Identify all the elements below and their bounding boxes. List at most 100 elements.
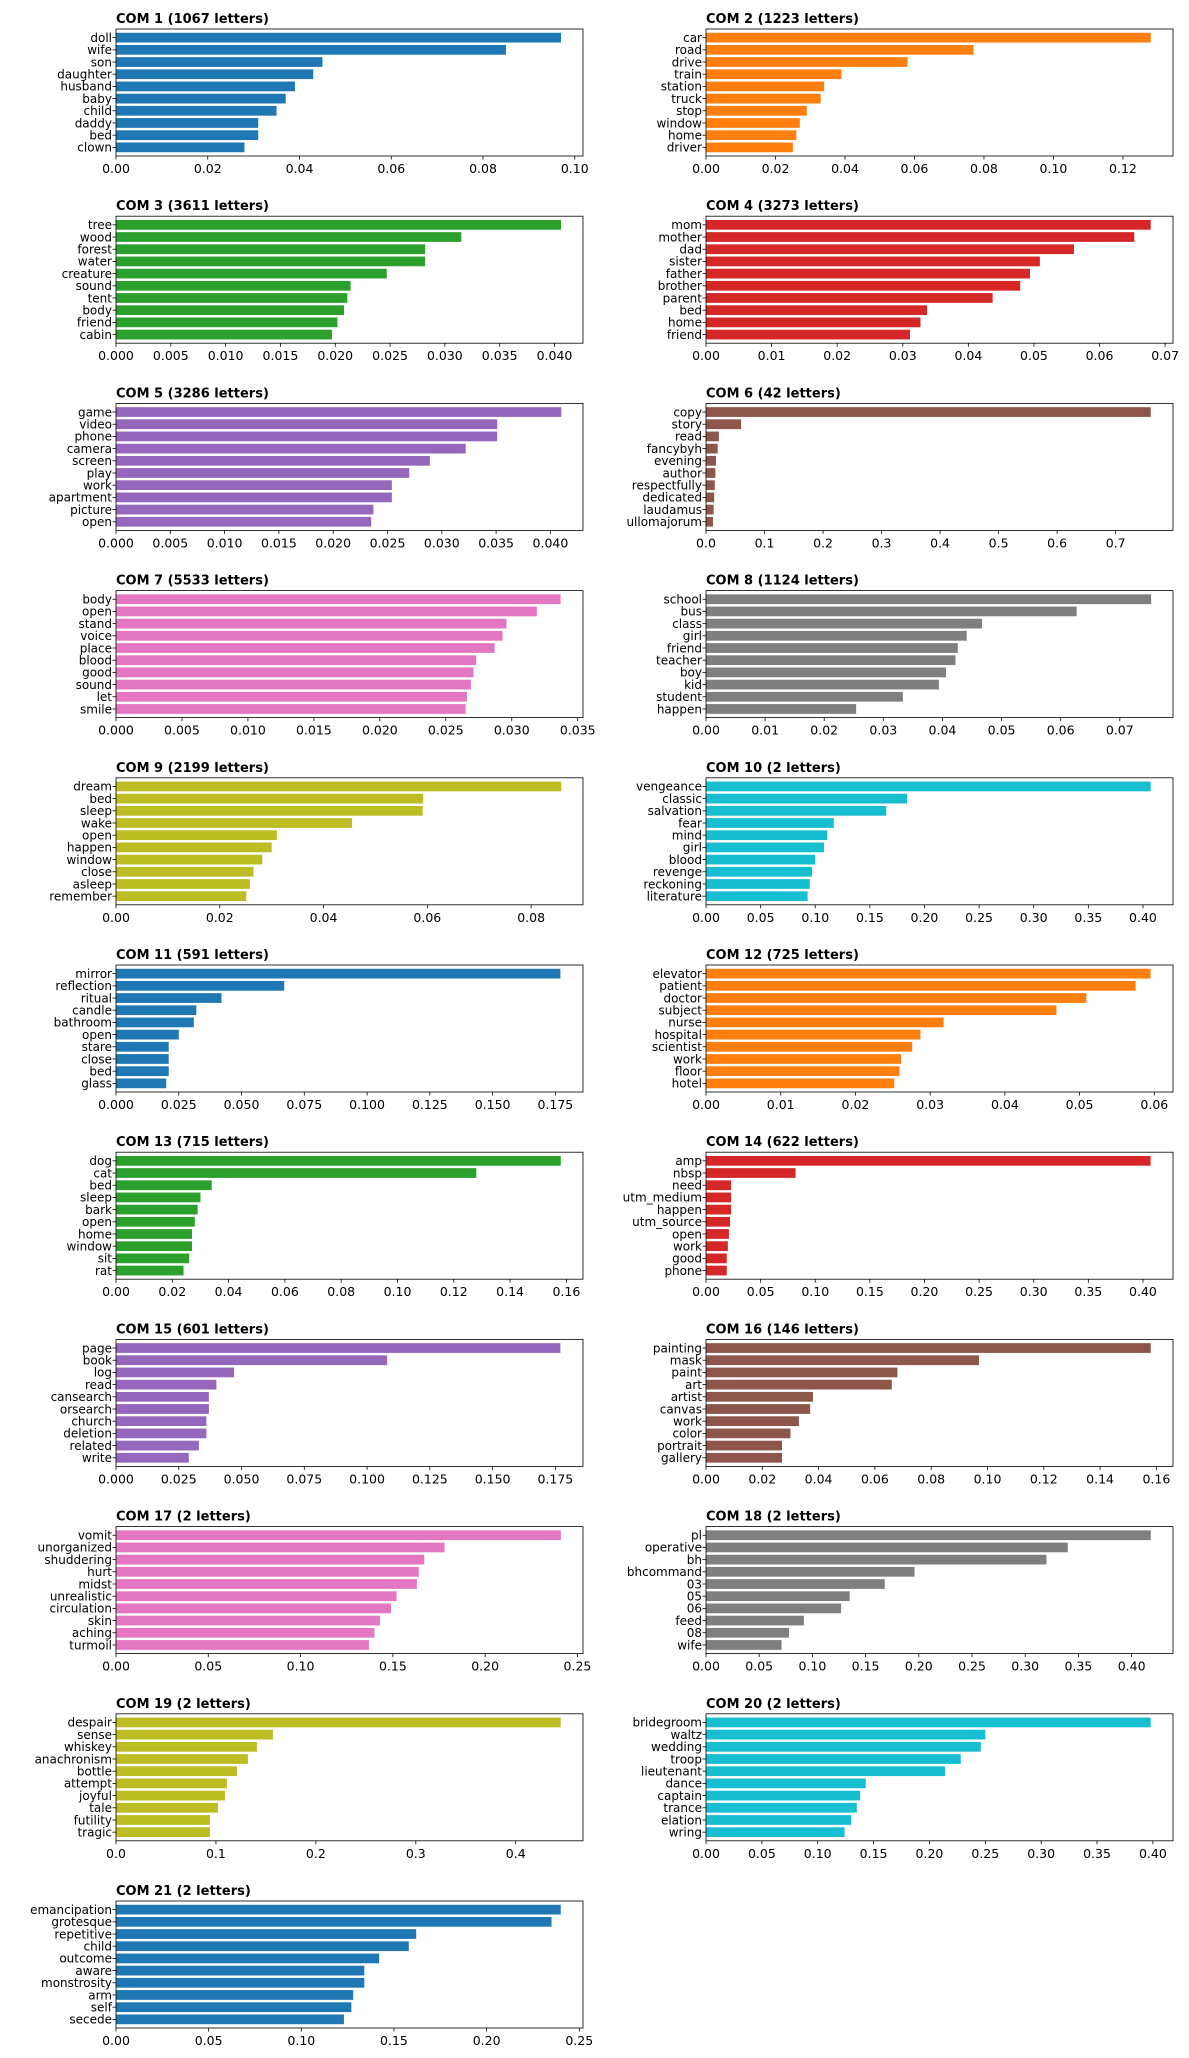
bar bbox=[116, 305, 345, 316]
category-label: copy bbox=[673, 405, 702, 419]
x-tick-label: 0.06 bbox=[413, 910, 441, 925]
category-label: dog bbox=[89, 1154, 112, 1168]
x-tick-label: 0.00 bbox=[692, 910, 720, 925]
category-label: phone bbox=[664, 1264, 702, 1278]
category-label: bed bbox=[89, 1064, 112, 1078]
x-tick-label: 0.20 bbox=[911, 1284, 939, 1299]
bar bbox=[116, 431, 498, 442]
category-label: mom bbox=[671, 218, 702, 232]
x-tick-label: 0.15 bbox=[380, 2033, 408, 2048]
category-label: video bbox=[79, 418, 112, 432]
category-label: water bbox=[78, 255, 112, 269]
bar bbox=[116, 1355, 388, 1366]
x-tick-label: 0.00 bbox=[692, 348, 720, 363]
category-label: need bbox=[672, 1179, 702, 1193]
category-label: window bbox=[66, 1239, 112, 1253]
category-label: student bbox=[656, 690, 702, 704]
x-tick-label: 0.2 bbox=[813, 535, 833, 550]
bar bbox=[706, 1241, 728, 1252]
bar bbox=[706, 1627, 789, 1638]
x-tick-label: 0.03 bbox=[869, 723, 897, 738]
category-label: daughter bbox=[57, 68, 112, 82]
bar bbox=[706, 1379, 892, 1390]
bar bbox=[116, 1440, 199, 1451]
category-label: monstrosity bbox=[41, 1976, 112, 1990]
x-tick-label: 0.20 bbox=[911, 910, 939, 925]
x-tick-label: 0.030 bbox=[427, 348, 463, 363]
bar bbox=[116, 1343, 561, 1353]
bar bbox=[706, 1542, 1068, 1553]
bar bbox=[706, 980, 1136, 991]
bar bbox=[116, 1404, 209, 1414]
category-label: tree bbox=[88, 218, 112, 232]
x-tick-label: 0.06 bbox=[377, 161, 405, 176]
category-label: close bbox=[81, 865, 112, 879]
x-tick-label: 0.040 bbox=[537, 348, 573, 363]
bar bbox=[706, 968, 1151, 979]
x-tick-label: 0.175 bbox=[537, 1471, 573, 1486]
category-label: fear bbox=[678, 816, 702, 830]
x-tick-label: 0.40 bbox=[1129, 1284, 1157, 1299]
x-tick-label: 0.02 bbox=[823, 348, 851, 363]
category-label: respectfully bbox=[632, 478, 702, 492]
bar bbox=[116, 1192, 201, 1203]
category-label: doll bbox=[90, 31, 112, 45]
chart-title: COM 21 (2 letters) bbox=[116, 1884, 251, 1899]
x-tick-label: 0.08 bbox=[970, 161, 998, 176]
x-tick-label: 0.40 bbox=[1118, 1659, 1146, 1674]
category-label: girl bbox=[683, 841, 702, 855]
category-label: revenge bbox=[653, 865, 702, 879]
x-tick-label: 0.10 bbox=[287, 2033, 315, 2048]
category-label: tent bbox=[88, 291, 113, 305]
bar bbox=[116, 455, 430, 466]
bar bbox=[706, 1717, 1151, 1728]
bar bbox=[706, 667, 947, 678]
x-tick-label: 0.2 bbox=[306, 1846, 326, 1861]
x-tick-label: 0.02 bbox=[748, 1471, 776, 1486]
bar bbox=[706, 504, 714, 515]
category-label: work bbox=[83, 478, 112, 492]
x-tick-label: 0.05 bbox=[747, 1284, 775, 1299]
category-label: happen bbox=[67, 841, 112, 855]
category-label: cabin bbox=[79, 328, 112, 342]
bar bbox=[706, 805, 887, 816]
x-tick-label: 0.02 bbox=[206, 910, 234, 925]
bar bbox=[706, 516, 714, 527]
bar bbox=[706, 1566, 915, 1577]
bar bbox=[116, 1428, 207, 1439]
category-label: patient bbox=[659, 979, 702, 993]
bar bbox=[116, 594, 561, 605]
x-tick-label: 0.35 bbox=[1083, 1846, 1111, 1861]
category-label: bhcommand bbox=[627, 1565, 702, 1579]
category-label: window bbox=[656, 116, 702, 130]
x-tick-label: 0.30 bbox=[1011, 1659, 1039, 1674]
category-label: friend bbox=[667, 641, 702, 655]
category-label: author bbox=[662, 466, 702, 480]
bar bbox=[116, 81, 295, 92]
category-label: dance bbox=[665, 1777, 702, 1791]
x-tick-label: 0.020 bbox=[315, 535, 351, 550]
x-tick-label: 0.10 bbox=[384, 1284, 412, 1299]
bar bbox=[116, 691, 467, 702]
x-tick-label: 0.05 bbox=[988, 723, 1016, 738]
category-label: friend bbox=[667, 328, 702, 342]
category-label: girl bbox=[683, 629, 702, 643]
axes-frame bbox=[115, 1339, 584, 1467]
x-tick-label: 0.07 bbox=[1151, 348, 1179, 363]
bar bbox=[706, 1265, 727, 1276]
category-label: pl bbox=[691, 1529, 702, 1543]
x-tick-label: 0.100 bbox=[349, 1471, 385, 1486]
category-label: good bbox=[82, 666, 112, 680]
category-label: utm_medium bbox=[623, 1191, 702, 1205]
x-tick-label: 0.08 bbox=[917, 1471, 945, 1486]
bar bbox=[706, 480, 715, 491]
bar bbox=[706, 1591, 850, 1602]
category-label: glass bbox=[81, 1077, 112, 1091]
bar bbox=[706, 268, 1031, 279]
bar bbox=[116, 842, 272, 853]
category-label: portrait bbox=[657, 1439, 702, 1453]
bar bbox=[116, 232, 462, 242]
chart-title: COM 20 (2 letters) bbox=[706, 1697, 841, 1712]
bar bbox=[116, 57, 323, 67]
